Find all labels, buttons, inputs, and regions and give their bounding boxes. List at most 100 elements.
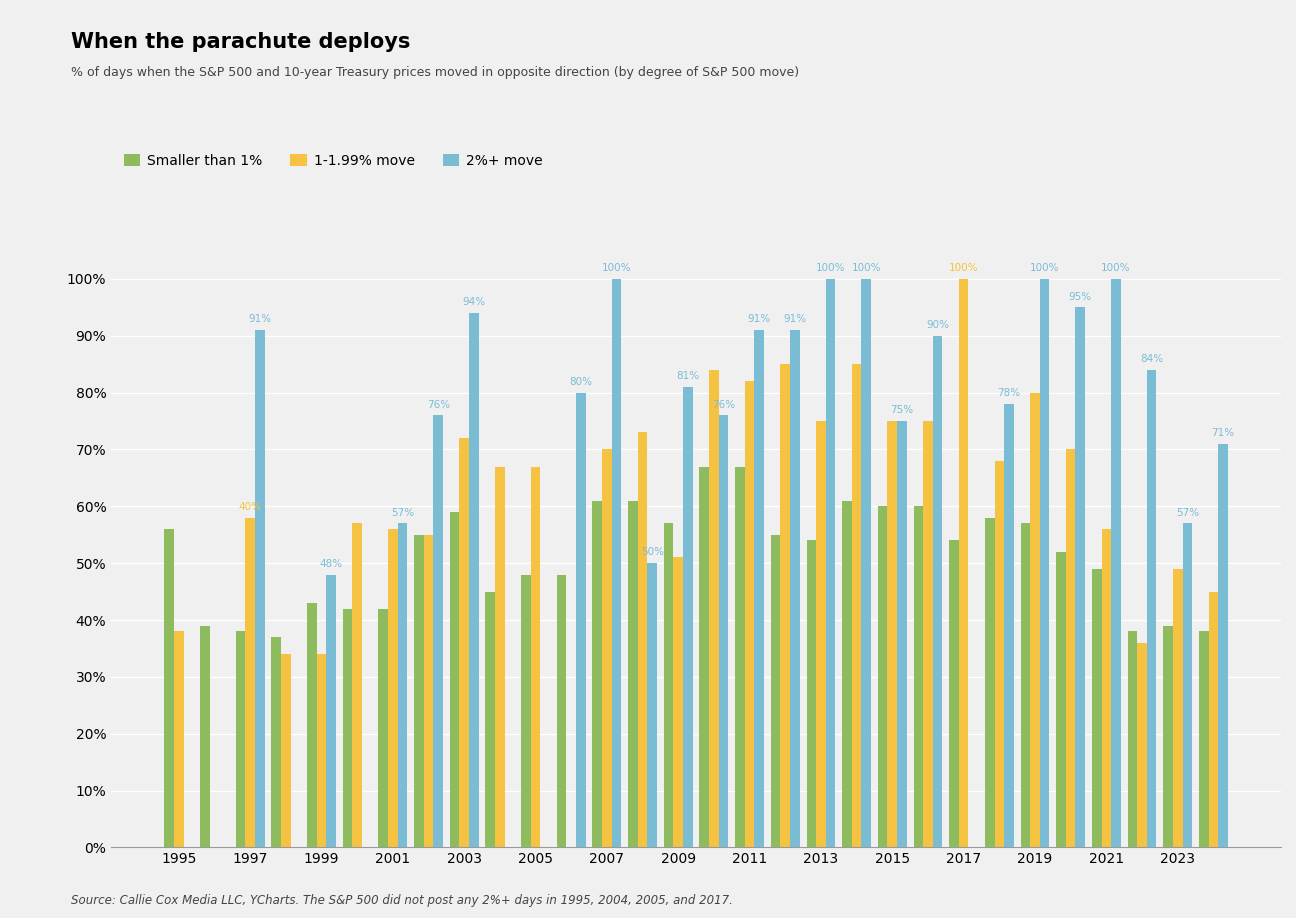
Bar (771, 535, 780, 847)
Bar (531, 466, 540, 847)
Text: 78%: 78% (998, 388, 1020, 398)
Bar (245, 518, 255, 847)
Bar (174, 632, 184, 847)
Bar (816, 421, 826, 847)
Bar (165, 529, 174, 847)
Text: 90%: 90% (927, 320, 949, 330)
Bar (1065, 450, 1076, 847)
Bar (603, 450, 612, 847)
Bar (700, 466, 709, 847)
Bar (255, 330, 264, 847)
Text: 91%: 91% (249, 314, 271, 324)
Bar (1147, 370, 1156, 847)
Text: 80%: 80% (569, 377, 592, 386)
Text: 84%: 84% (1140, 354, 1164, 364)
Bar (1182, 523, 1192, 847)
Bar (281, 655, 290, 847)
Text: 94%: 94% (463, 297, 486, 308)
Bar (851, 364, 862, 847)
Bar (342, 609, 353, 847)
Bar (949, 541, 959, 847)
Text: 100%: 100% (851, 263, 881, 274)
Text: % of days when the S&P 500 and 10-year Treasury prices moved in opposite directi: % of days when the S&P 500 and 10-year T… (71, 66, 800, 79)
Bar (450, 512, 459, 847)
Bar (521, 575, 531, 847)
Text: 100%: 100% (816, 263, 845, 274)
Bar (1199, 632, 1209, 847)
Bar (664, 523, 674, 847)
Bar (327, 575, 336, 847)
Text: 95%: 95% (1069, 292, 1091, 302)
Bar (1209, 591, 1218, 847)
Bar (495, 466, 504, 847)
Bar (888, 421, 897, 847)
Bar (923, 421, 933, 847)
Bar (683, 386, 692, 847)
Bar (629, 500, 638, 847)
Bar (791, 330, 800, 847)
Bar (1020, 523, 1030, 847)
Text: 48%: 48% (320, 559, 342, 569)
Text: 100%: 100% (1030, 263, 1059, 274)
Bar (780, 364, 791, 847)
Bar (378, 609, 388, 847)
Text: 75%: 75% (890, 406, 914, 415)
Bar (1076, 308, 1085, 847)
Text: 91%: 91% (783, 314, 806, 324)
Bar (316, 655, 327, 847)
Bar (236, 632, 245, 847)
Text: 57%: 57% (391, 508, 413, 518)
Text: 91%: 91% (748, 314, 771, 324)
Bar (575, 393, 586, 847)
Legend: Smaller than 1%, 1-1.99% move, 2%+ move: Smaller than 1%, 1-1.99% move, 2%+ move (118, 149, 548, 174)
Bar (745, 381, 754, 847)
Bar (271, 637, 281, 847)
Bar (914, 507, 923, 847)
Text: 50%: 50% (640, 547, 664, 557)
Bar (307, 603, 316, 847)
Bar (469, 313, 478, 847)
Text: 100%: 100% (601, 263, 631, 274)
Bar (388, 529, 398, 847)
Bar (1137, 643, 1147, 847)
Bar (754, 330, 765, 847)
Bar (674, 557, 683, 847)
Bar (398, 523, 407, 847)
Bar (862, 279, 871, 847)
Bar (985, 518, 994, 847)
Text: 100%: 100% (949, 263, 978, 274)
Bar (1128, 632, 1137, 847)
Bar (709, 370, 719, 847)
Text: 100%: 100% (1102, 263, 1130, 274)
Bar (994, 461, 1004, 847)
Bar (433, 415, 443, 847)
Bar (877, 507, 888, 847)
Bar (959, 279, 968, 847)
Bar (1056, 552, 1065, 847)
Bar (1102, 529, 1111, 847)
Bar (200, 626, 210, 847)
Bar (806, 541, 816, 847)
Text: Source: Callie Cox Media LLC, YCharts. The S&P 500 did not post any 2%+ days in : Source: Callie Cox Media LLC, YCharts. T… (71, 894, 734, 907)
Text: 76%: 76% (712, 399, 735, 409)
Bar (638, 432, 648, 847)
Text: 81%: 81% (677, 371, 700, 381)
Text: 40%: 40% (238, 502, 262, 512)
Bar (557, 575, 566, 847)
Bar (1173, 569, 1182, 847)
Bar (1030, 393, 1039, 847)
Bar (592, 500, 603, 847)
Bar (1111, 279, 1121, 847)
Bar (353, 523, 362, 847)
Text: 76%: 76% (426, 399, 450, 409)
Bar (459, 438, 469, 847)
Bar (933, 336, 942, 847)
Bar (415, 535, 424, 847)
Bar (1218, 443, 1227, 847)
Bar (1039, 279, 1050, 847)
Bar (648, 563, 657, 847)
Text: When the parachute deploys: When the parachute deploys (71, 32, 411, 52)
Bar (486, 591, 495, 847)
Bar (719, 415, 728, 847)
Bar (1093, 569, 1102, 847)
